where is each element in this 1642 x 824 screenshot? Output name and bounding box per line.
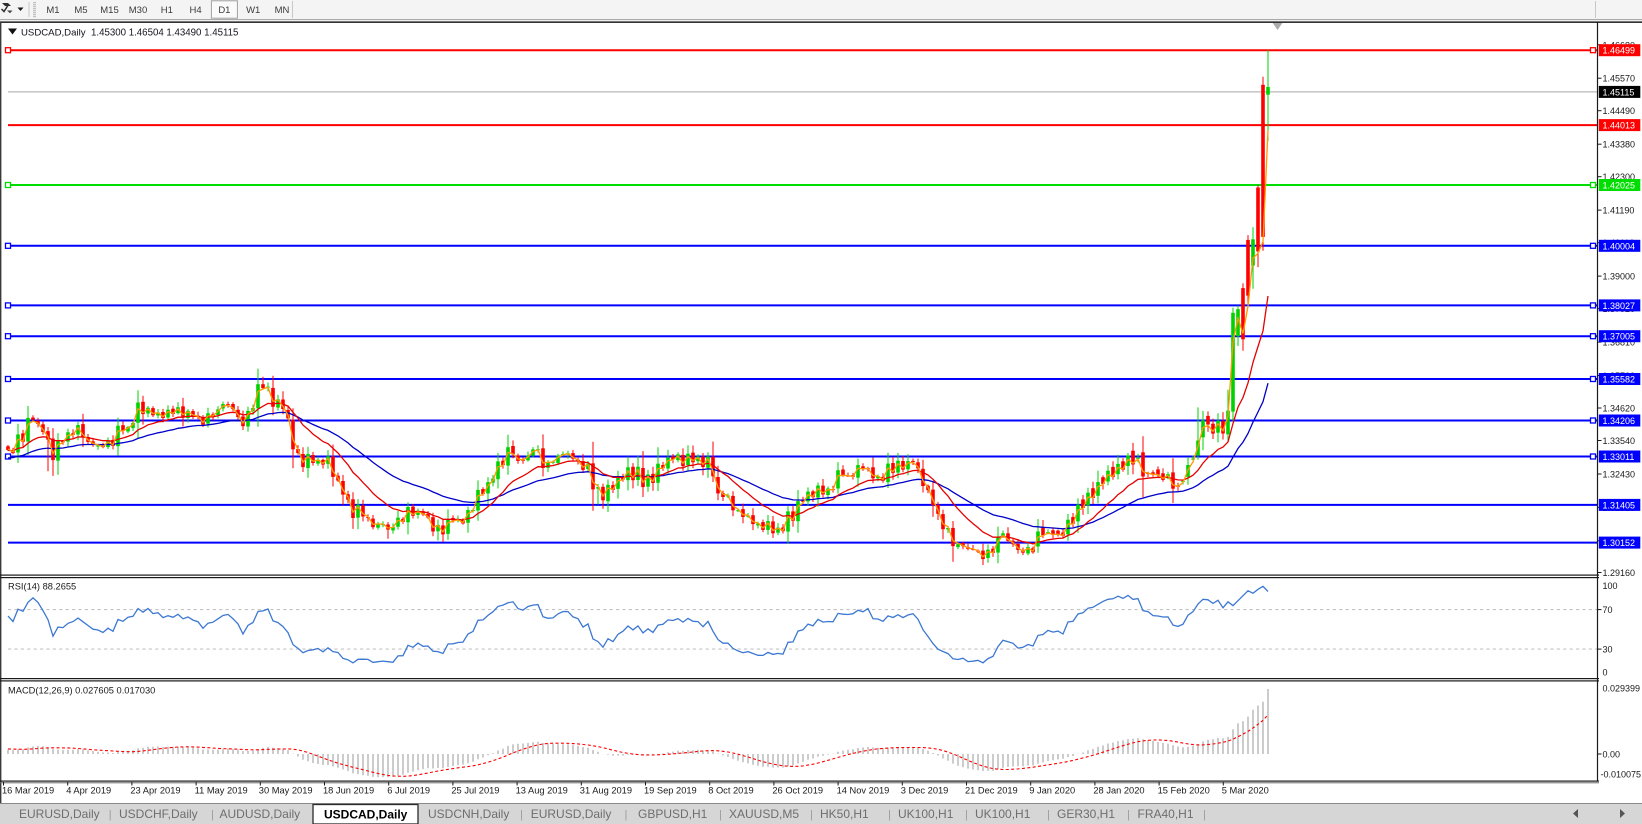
svg-text:USDCNH,Daily: USDCNH,Daily: [428, 807, 509, 821]
svg-text:1.45115: 1.45115: [1603, 87, 1635, 97]
svg-text:28 Jan 2020: 28 Jan 2020: [1093, 786, 1144, 796]
svg-text:1.46499: 1.46499: [1603, 46, 1636, 56]
svg-text:MN: MN: [275, 5, 290, 16]
svg-text:UK100,H1: UK100,H1: [898, 807, 954, 821]
svg-text:1.34206: 1.34206: [1603, 416, 1636, 426]
svg-text:30 May 2019: 30 May 2019: [259, 786, 313, 796]
svg-text:|: |: [719, 809, 722, 821]
svg-text:0: 0: [1603, 667, 1608, 677]
svg-text:|: |: [810, 809, 813, 821]
svg-text:1.30152: 1.30152: [1603, 538, 1636, 548]
svg-text:M5: M5: [74, 5, 87, 16]
svg-text:1.37005: 1.37005: [1603, 332, 1636, 342]
svg-text:HK50,H1: HK50,H1: [820, 807, 869, 821]
svg-text:|: |: [109, 809, 112, 821]
svg-text:H1: H1: [161, 5, 173, 16]
svg-text:0.00: 0.00: [1603, 750, 1621, 760]
svg-text:1.40004: 1.40004: [1603, 241, 1636, 251]
svg-text:1.31405: 1.31405: [1603, 500, 1636, 510]
svg-text:EURUSD,Daily: EURUSD,Daily: [19, 807, 100, 821]
svg-text:AUDUSD,Daily: AUDUSD,Daily: [220, 807, 301, 821]
svg-text:9 Jan 2020: 9 Jan 2020: [1029, 786, 1075, 796]
svg-text:-0.010075: -0.010075: [1601, 770, 1642, 780]
svg-text:6 Jul 2019: 6 Jul 2019: [387, 786, 430, 796]
svg-text:MACD(12,26,9) 0.027605 0.01703: MACD(12,26,9) 0.027605 0.017030: [8, 686, 155, 696]
svg-text:1.44490: 1.44490: [1603, 106, 1636, 116]
svg-text:|: |: [211, 809, 214, 821]
svg-text:18 Jun 2019: 18 Jun 2019: [323, 786, 374, 796]
svg-text:15 Feb 2020: 15 Feb 2020: [1158, 786, 1210, 796]
svg-text:14 Nov 2019: 14 Nov 2019: [837, 786, 890, 796]
svg-text:GER30,H1: GER30,H1: [1057, 807, 1115, 821]
svg-text:|: |: [625, 809, 628, 821]
svg-text:1.44013: 1.44013: [1603, 121, 1636, 131]
svg-text:|: |: [888, 809, 891, 821]
svg-text:13 Aug 2019: 13 Aug 2019: [516, 786, 568, 796]
svg-text:1.33540: 1.33540: [1603, 436, 1636, 446]
svg-text:|: |: [520, 809, 523, 821]
svg-text:1.36810: 1.36810: [1603, 338, 1636, 348]
svg-text:25 Jul 2019: 25 Jul 2019: [451, 786, 499, 796]
svg-text:|: |: [1047, 809, 1050, 821]
svg-text:W1: W1: [246, 5, 260, 16]
svg-text:16 Mar 2019: 16 Mar 2019: [2, 786, 54, 796]
svg-text:RSI(14) 88.2655: RSI(14) 88.2655: [8, 582, 76, 592]
svg-text:31 Aug 2019: 31 Aug 2019: [580, 786, 632, 796]
svg-text:1.42025: 1.42025: [1603, 181, 1636, 191]
svg-text:1.42300: 1.42300: [1603, 172, 1636, 182]
svg-text:USDCAD,Daily: USDCAD,Daily: [324, 808, 408, 822]
svg-text:USDCAD,Daily: USDCAD,Daily: [21, 28, 86, 39]
svg-text:|: |: [1127, 809, 1130, 821]
svg-text:FRA40,H1: FRA40,H1: [1138, 807, 1194, 821]
svg-text:EURUSD,Daily: EURUSD,Daily: [531, 807, 612, 821]
svg-text:70: 70: [1603, 605, 1613, 615]
svg-text:30: 30: [1603, 645, 1613, 655]
svg-text:UK100,H1: UK100,H1: [975, 807, 1031, 821]
svg-text:GBPUSD,H1: GBPUSD,H1: [638, 807, 708, 821]
svg-text:1.43380: 1.43380: [1603, 140, 1636, 150]
svg-text:1.45300 1.46504 1.43490 1.4511: 1.45300 1.46504 1.43490 1.45115: [91, 28, 238, 39]
svg-text:3 Dec 2019: 3 Dec 2019: [901, 786, 949, 796]
svg-text:H4: H4: [190, 5, 202, 16]
svg-text:1.38027: 1.38027: [1603, 301, 1636, 311]
svg-text:D1: D1: [218, 5, 230, 16]
svg-text:1.39000: 1.39000: [1603, 272, 1636, 282]
svg-text:1.35582: 1.35582: [1603, 375, 1636, 385]
svg-text:|: |: [1203, 809, 1206, 821]
svg-text:4 Apr 2019: 4 Apr 2019: [66, 786, 111, 796]
svg-text:USDCHF,Daily: USDCHF,Daily: [119, 807, 198, 821]
svg-text:5 Mar 2020: 5 Mar 2020: [1222, 786, 1269, 796]
svg-text:1.33011: 1.33011: [1603, 452, 1635, 462]
svg-text:M30: M30: [129, 5, 147, 16]
svg-text:M1: M1: [46, 5, 59, 16]
svg-text:M15: M15: [100, 5, 118, 16]
svg-text:21 Dec 2019: 21 Dec 2019: [965, 786, 1018, 796]
svg-text:26 Oct 2019: 26 Oct 2019: [772, 786, 823, 796]
svg-text:100: 100: [1603, 581, 1618, 591]
svg-text:1.34620: 1.34620: [1603, 404, 1636, 414]
svg-text:XAUUSD,M5: XAUUSD,M5: [729, 807, 799, 821]
svg-text:1.45570: 1.45570: [1603, 74, 1636, 84]
svg-text:19 Sep 2019: 19 Sep 2019: [644, 786, 697, 796]
svg-text:0.029399: 0.029399: [1603, 684, 1641, 694]
svg-text:1.32430: 1.32430: [1603, 470, 1636, 480]
svg-text:1.41190: 1.41190: [1603, 206, 1635, 216]
svg-text:|: |: [965, 809, 968, 821]
svg-text:8 Oct 2019: 8 Oct 2019: [708, 786, 753, 796]
svg-text:11 May 2019: 11 May 2019: [195, 786, 248, 796]
svg-text:1.29160: 1.29160: [1603, 568, 1636, 578]
svg-text:23 Apr 2019: 23 Apr 2019: [130, 786, 180, 796]
